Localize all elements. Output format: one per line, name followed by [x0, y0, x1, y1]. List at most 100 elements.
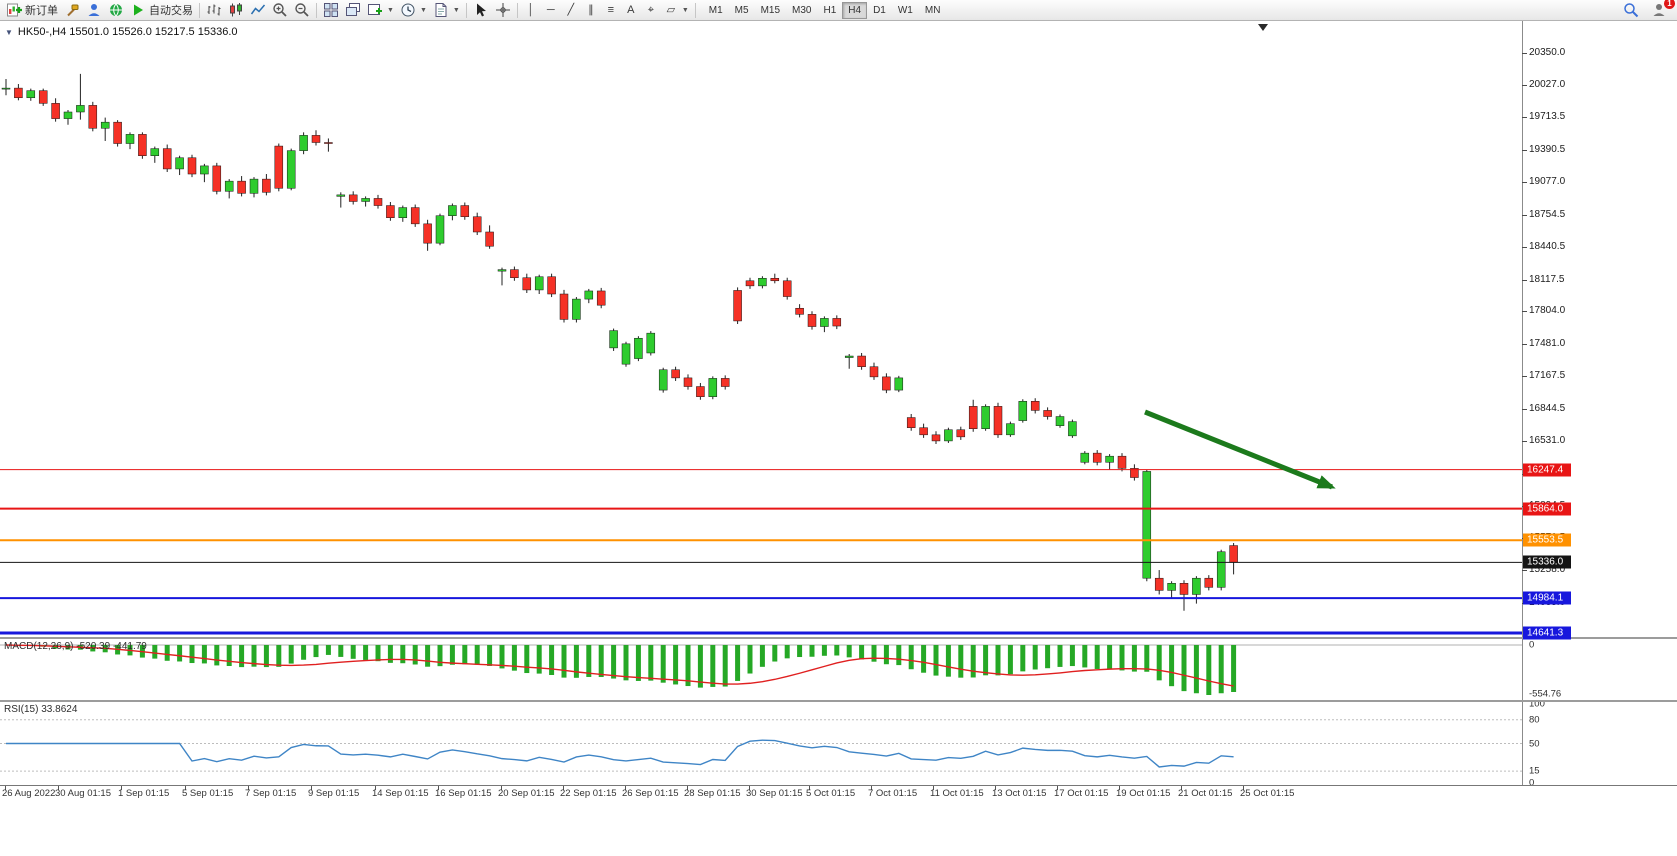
rsi-panel-separator[interactable] — [0, 700, 1677, 702]
zoom-in-button[interactable] — [269, 1, 291, 20]
auto-trading-button[interactable]: 自动交易 — [127, 1, 196, 20]
candle-body — [262, 178, 271, 193]
new-order-icon — [7, 3, 22, 17]
candle-body — [472, 216, 482, 233]
channel-tool[interactable]: ∥ — [581, 1, 601, 20]
candle-body — [448, 205, 457, 216]
price-tick-mark — [1522, 246, 1527, 248]
horizontal-line-tool[interactable]: ─ — [541, 1, 561, 20]
crosshair-tool-button[interactable] — [492, 1, 514, 20]
shapes-tool[interactable]: ▱ ▼ — [661, 1, 692, 20]
candle-body — [1229, 545, 1238, 563]
price-tick-mark — [1522, 311, 1527, 313]
macd-panel-separator[interactable] — [0, 637, 1677, 639]
timeframe-m5[interactable]: M5 — [734, 4, 749, 16]
candlestick-chart-button[interactable] — [225, 1, 247, 20]
zoom-out-button[interactable] — [291, 1, 313, 20]
community-button[interactable] — [83, 1, 105, 20]
fibonacci-icon: ≡ — [607, 3, 615, 16]
time-tick-label: 30 Sep 01:15 — [746, 788, 803, 799]
fibonacci-tool[interactable]: ≡ — [601, 1, 621, 20]
candle-body — [658, 369, 668, 391]
candle-body — [944, 429, 953, 442]
cursor-icon — [476, 3, 486, 17]
one-click-expander-icon[interactable]: ▼ — [5, 27, 13, 37]
macd-signal-line — [5, 644, 1234, 687]
period-button[interactable]: ▼ — [397, 1, 430, 20]
price-tick-label: 19077.0 — [1529, 175, 1566, 187]
timeframe-m1[interactable]: M1 — [708, 4, 723, 16]
time-tick-label: 30 Aug 01:15 — [55, 788, 111, 799]
candle-body — [745, 280, 755, 287]
text-tool[interactable]: A — [621, 1, 641, 20]
line-chart-button[interactable] — [247, 1, 269, 20]
time-tick-mark — [749, 786, 750, 790]
macd-panel[interactable] — [0, 639, 1522, 700]
cascade-windows-button[interactable] — [342, 1, 364, 20]
timeframe-h1[interactable]: H1 — [823, 4, 837, 16]
timeframe-h4[interactable]: H4 — [842, 1, 868, 19]
rsi-panel[interactable] — [0, 702, 1522, 785]
time-tick-label: 1 Sep 01:15 — [118, 788, 170, 799]
vertical-line-tool[interactable]: │ — [521, 1, 541, 20]
rsi-label: RSI(15) 33.8624 — [4, 704, 77, 715]
trend-arrow[interactable] — [1144, 409, 1336, 490]
vertical-line-icon: │ — [527, 3, 535, 16]
toolbar-separator — [694, 2, 696, 18]
macd-title: MACD(12,26,9) — [4, 641, 74, 652]
timeframe-m15[interactable]: M15 — [760, 4, 781, 16]
candle-body — [621, 343, 631, 365]
trendline-tool[interactable]: ╱ — [561, 1, 581, 20]
time-tick-label: 9 Sep 01:15 — [308, 788, 360, 799]
candle-body — [782, 280, 792, 297]
time-tick-mark — [311, 786, 312, 790]
time-tick-mark — [185, 786, 186, 790]
timeframe-m30[interactable]: M30 — [792, 4, 812, 16]
candle-body — [249, 178, 259, 194]
candle-body — [348, 194, 358, 202]
candle-body — [919, 427, 928, 436]
play-icon — [134, 4, 143, 16]
template-button[interactable]: ▼ — [430, 1, 463, 20]
candle-body — [1030, 401, 1040, 411]
account-button[interactable]: 1 — [1648, 0, 1675, 20]
new-order-button[interactable]: 新订单 — [3, 1, 61, 20]
candle-body — [968, 406, 978, 429]
time-tick-label: 5 Sep 01:15 — [182, 788, 234, 799]
candle-body — [88, 105, 98, 129]
cursor-tool-button[interactable] — [470, 1, 492, 20]
timeframe-mn[interactable]: MN — [924, 4, 941, 16]
time-tick-label: 7 Sep 01:15 — [245, 788, 297, 799]
clock-icon — [401, 3, 415, 17]
time-tick-mark — [1119, 786, 1120, 790]
symbol-ohlc-text: HK50-,H4 15501.0 15526.0 15217.5 15336.0 — [17, 26, 238, 38]
search-button[interactable] — [1620, 1, 1642, 20]
timeframe-d1[interactable]: D1 — [873, 4, 886, 16]
candlestick-icon — [230, 3, 242, 17]
main-price-chart[interactable] — [0, 21, 1522, 637]
tile-windows-button[interactable] — [320, 1, 342, 20]
market-button[interactable] — [105, 1, 127, 20]
label-tool[interactable]: ⌖ — [641, 1, 661, 20]
price-level-label: 15336.0 — [1523, 555, 1571, 569]
bar-chart-button[interactable] — [203, 1, 225, 20]
auto-trading-label: 自动交易 — [149, 5, 193, 17]
candle-body — [1018, 401, 1028, 421]
zoom-out-icon — [295, 3, 309, 17]
candle-body — [807, 314, 817, 327]
candle-body — [981, 406, 990, 429]
new-chart-button[interactable]: ▼ — [364, 1, 397, 20]
candle-body — [212, 165, 222, 192]
new-order-label: 新订单 — [25, 5, 58, 17]
tools-button[interactable] — [61, 1, 83, 20]
rsi-axis-label: 50 — [1529, 738, 1540, 749]
timeframe-w1[interactable]: W1 — [897, 4, 913, 16]
time-tick-mark — [1243, 786, 1244, 790]
candle-body — [882, 376, 891, 391]
candle-body — [1043, 410, 1052, 417]
chart-shift-marker[interactable] — [1258, 24, 1268, 31]
candle-body — [336, 194, 346, 197]
candle-body — [596, 290, 606, 306]
candle-body — [1154, 577, 1164, 591]
